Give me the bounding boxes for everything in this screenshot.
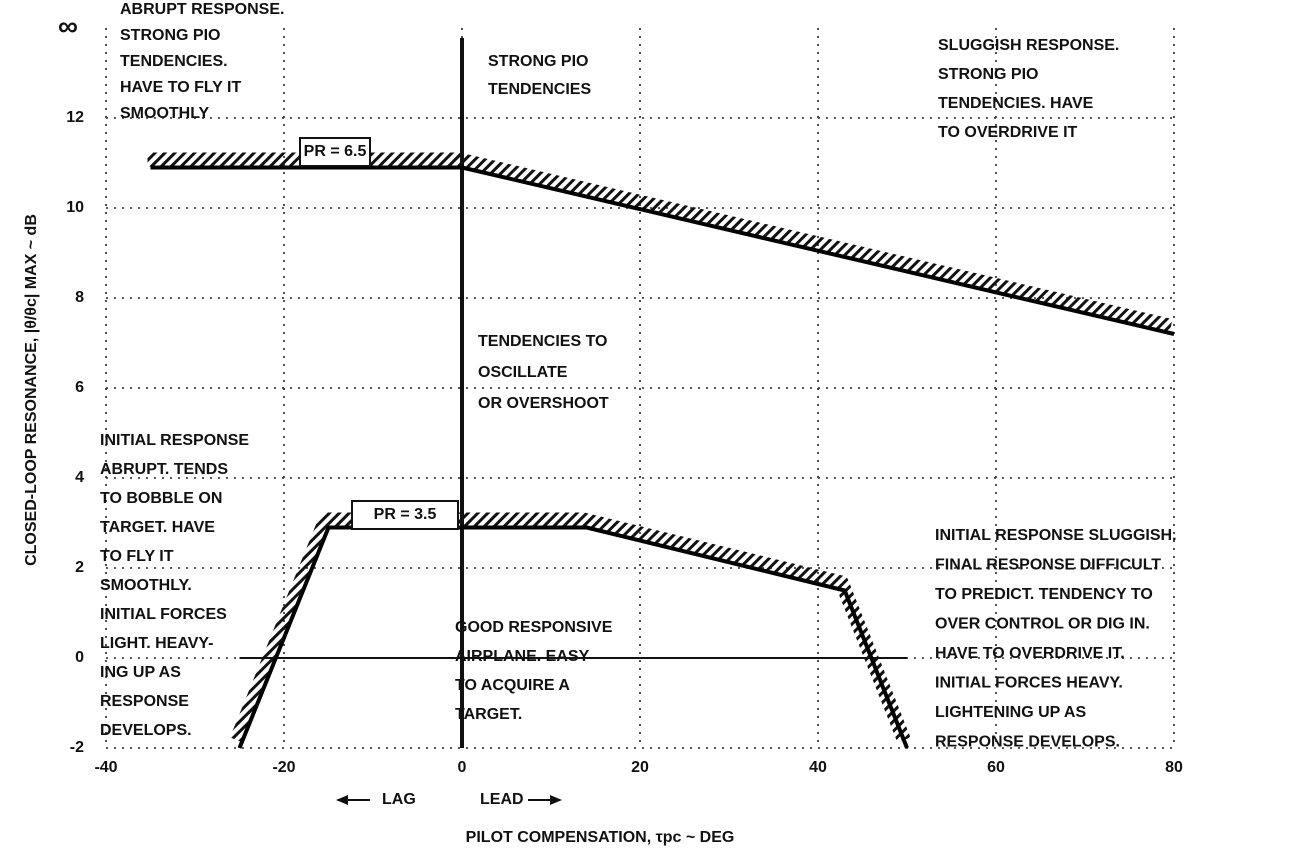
annotation: TENDENCIES	[488, 81, 591, 98]
annotation: OR OVERSHOOT	[478, 395, 609, 412]
annotation: FINAL RESPONSE DIFFICULT	[935, 557, 1161, 574]
annotation: RESPONSE DEVELOPS.	[935, 734, 1120, 751]
annotation: ABRUPT RESPONSE.	[120, 1, 284, 18]
annotation: TO BOBBLE ON	[100, 490, 222, 507]
boundary-line	[237, 525, 909, 749]
annotation: TENDENCIES. HAVE	[938, 95, 1094, 112]
annotation: SLUGGISH RESPONSE.	[938, 37, 1119, 54]
y-axis-label: CLOSED-LOOP RESONANCE, |θ/θc| MAX ~ dB	[23, 214, 40, 566]
boundary-hatch	[147, 152, 1173, 333]
y-tick-label: 0	[75, 649, 84, 666]
annotation: ABRUPT. TENDS	[100, 461, 228, 478]
x-tick-label: -20	[272, 759, 295, 776]
pr-box	[299, 137, 371, 167]
annotation: OVER CONTROL OR DIG IN.	[935, 616, 1150, 633]
annotation: TARGET.	[455, 706, 522, 723]
lag-arrowhead	[336, 795, 348, 805]
y-tick-label: 10	[66, 199, 84, 216]
annotation: INITIAL FORCES HEAVY.	[935, 675, 1123, 692]
annotation: TO PREDICT. TENDENCY TO	[935, 586, 1153, 603]
y-tick-label: 6	[75, 379, 84, 396]
y-tick-label: -2	[70, 739, 84, 756]
y-tick-label: 4	[75, 469, 84, 486]
x-tick-label: 60	[987, 759, 1005, 776]
annotation: LIGHT. HEAVY-	[100, 635, 214, 652]
pr-label: PR = 6.5	[304, 143, 367, 160]
annotation: AIRPLANE. EASY	[455, 648, 590, 665]
annotation: LIGHTENING UP AS	[935, 704, 1086, 721]
x-tick-label: -40	[94, 759, 117, 776]
annotation: TARGET. HAVE	[100, 519, 215, 536]
y-tick-label: ∞	[58, 10, 78, 41]
annotation: STRONG PIO	[938, 66, 1038, 83]
pr-box	[351, 500, 459, 530]
annotation: TENDENCIES TO	[478, 333, 608, 350]
annotation: TO ACQUIRE A	[455, 677, 570, 694]
annotation: RESPONSE	[100, 693, 189, 710]
boundary-line	[150, 165, 1175, 336]
x-axis-label: PILOT COMPENSATION, τpc ~ DEG	[466, 829, 735, 846]
annotation: HAVE TO FLY IT	[120, 79, 241, 96]
lead-label: LEAD	[480, 791, 524, 808]
x-tick-label: 40	[809, 759, 827, 776]
y-tick-label: 8	[75, 289, 84, 306]
annotation: ING UP AS	[100, 664, 181, 681]
annotation: DEVELOPS.	[100, 722, 192, 739]
annotation: INITIAL RESPONSE	[100, 432, 249, 449]
lag-label: LAG	[382, 791, 416, 808]
pr-label: PR = 3.5	[374, 506, 437, 523]
lead-arrowhead	[550, 795, 562, 805]
annotation: INITIAL RESPONSE SLUGGISH.	[935, 527, 1177, 544]
x-tick-label: 80	[1165, 759, 1183, 776]
annotation: TENDENCIES.	[120, 53, 228, 70]
annotation: SMOOTHLY.	[100, 577, 192, 594]
x-tick-label: 0	[458, 759, 467, 776]
annotation: TO FLY IT	[100, 548, 174, 565]
annotation: STRONG PIO	[120, 27, 220, 44]
annotation: SMOOTHLY	[120, 105, 210, 122]
annotation: TO OVERDRIVE IT	[938, 124, 1078, 141]
x-tick-label: 20	[631, 759, 649, 776]
annotation: OSCILLATE	[478, 364, 568, 381]
annotation: GOOD RESPONSIVE	[455, 619, 613, 636]
annotation: HAVE TO OVERDRIVE IT.	[935, 645, 1125, 662]
annotation: INITIAL FORCES	[100, 606, 227, 623]
annotation: STRONG PIO	[488, 53, 588, 70]
y-tick-label: 2	[75, 559, 84, 576]
y-tick-label: 12	[66, 109, 84, 126]
